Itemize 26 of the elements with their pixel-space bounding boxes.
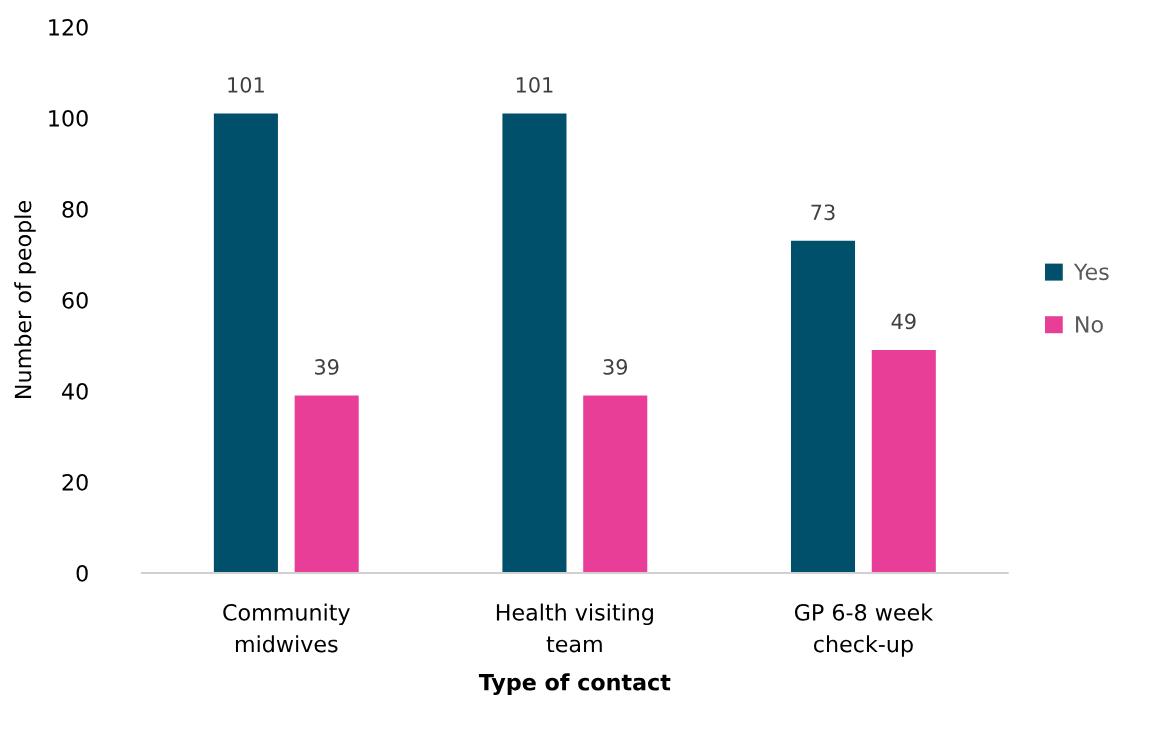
legend-label: Yes — [1073, 263, 1109, 281]
y-axis-title: Number of people — [14, 201, 36, 398]
y-tick-label: 100 — [49, 109, 88, 127]
data-label: 39 — [603, 359, 628, 375]
bar — [213, 113, 278, 573]
y-tick-label: 40 — [62, 382, 88, 400]
data-label: 39 — [315, 359, 339, 375]
bar — [871, 350, 936, 573]
x-axis-title: Type of contact — [478, 673, 671, 696]
bar — [502, 113, 567, 573]
data-label: 49 — [891, 313, 916, 330]
y-tick-label: 80 — [62, 200, 88, 218]
data-label: 73 — [811, 204, 835, 221]
data-label: 101 — [516, 76, 553, 93]
y-tick-label: 20 — [62, 473, 88, 491]
y-tick-label: 60 — [62, 291, 88, 309]
bar — [583, 395, 648, 573]
x-tick-label: GP 6-8 week check-up — [794, 603, 934, 657]
bar — [790, 240, 856, 573]
y-tick-label: 120 — [49, 18, 88, 36]
legend-label: No — [1076, 316, 1103, 333]
x-tick-label: Health visiting team — [496, 603, 653, 653]
x-tick-label: Community midwives — [223, 603, 350, 653]
y-tick-label: 0 — [76, 564, 88, 582]
bar — [294, 395, 359, 573]
data-label: 101 — [228, 76, 264, 93]
